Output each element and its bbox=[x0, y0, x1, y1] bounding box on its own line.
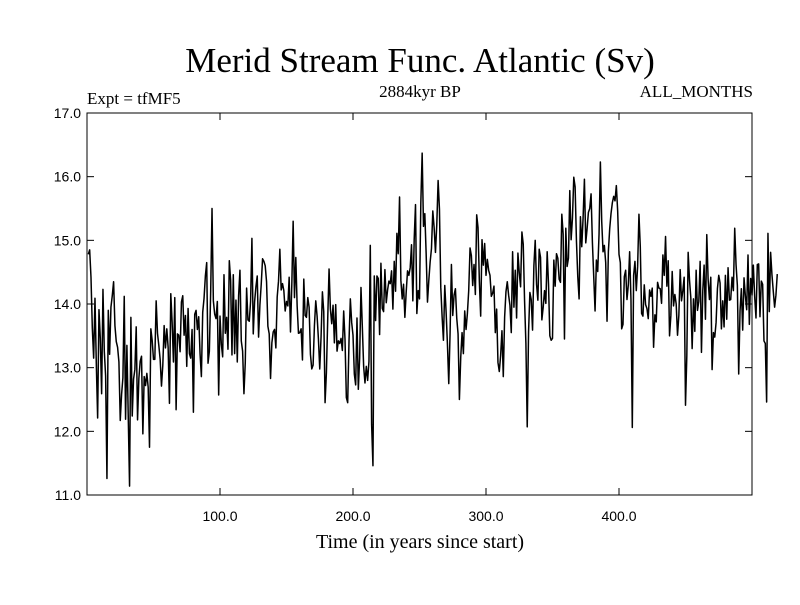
x-tick-label: 400.0 bbox=[601, 508, 636, 524]
y-tick-label: 12.0 bbox=[54, 423, 81, 439]
x-tick-label: 100.0 bbox=[202, 508, 237, 524]
chart-title: Merid Stream Func. Atlantic (Sv) bbox=[185, 41, 655, 80]
axis-tick-labels: 11.0 12.0 13.0 14.0 15.0 16.0 17.0 100.0 200.0 30… bbox=[54, 105, 637, 524]
months-label: ALL_MONTHS bbox=[640, 82, 753, 101]
y-tick-label: 16.0 bbox=[54, 169, 81, 185]
y-tick-label: 14.0 bbox=[54, 296, 81, 312]
y-tick-label: 13.0 bbox=[54, 360, 81, 376]
y-tick-label: 15.0 bbox=[54, 232, 81, 248]
y-tick-label: 11.0 bbox=[55, 487, 81, 503]
plot-frame bbox=[86, 112, 753, 496]
x-tick-label: 300.0 bbox=[468, 508, 503, 524]
period-label: 2884kyr BP bbox=[379, 82, 461, 101]
experiment-label: Expt = tfMF5 bbox=[87, 89, 181, 108]
x-tick-label: 200.0 bbox=[335, 508, 370, 524]
series-line-tfmf5 bbox=[87, 152, 779, 487]
axis-ticks bbox=[87, 113, 752, 495]
y-tick-label: 17.0 bbox=[54, 105, 81, 121]
x-axis-label: Time (in years since start) bbox=[316, 531, 524, 553]
